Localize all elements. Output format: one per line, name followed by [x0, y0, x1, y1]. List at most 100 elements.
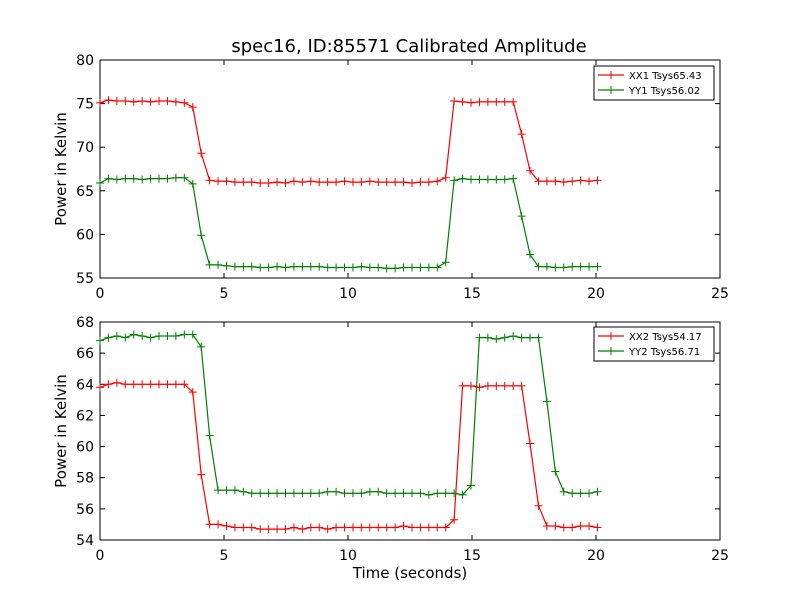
data-point: [467, 175, 476, 184]
data-point: [112, 96, 121, 105]
data-point: [104, 96, 113, 105]
data-point: [230, 178, 239, 187]
data-point: [155, 332, 164, 341]
data-point: [391, 264, 400, 273]
data-point: [576, 521, 585, 530]
data-point: [433, 523, 442, 532]
data-point: [104, 174, 113, 183]
x-tick-label: 15: [463, 548, 481, 564]
data-point: [323, 525, 332, 534]
data-point: [517, 333, 526, 342]
data-point: [551, 467, 560, 476]
data-point: [163, 96, 172, 105]
legend-marker: [607, 86, 615, 94]
data-point: [458, 490, 467, 499]
data-point: [399, 178, 408, 187]
data-point: [180, 98, 189, 107]
data-point: [424, 490, 433, 499]
data-point: [365, 263, 374, 272]
data-point: [365, 523, 374, 532]
data-point: [273, 489, 282, 498]
data-point: [96, 178, 104, 187]
data-point: [264, 489, 273, 498]
data-point: [492, 335, 501, 344]
data-point: [340, 263, 349, 272]
data-point: [568, 177, 577, 186]
data-point: [559, 178, 568, 187]
data-point: [273, 525, 282, 534]
data-point: [315, 523, 324, 532]
data-point: [585, 489, 594, 498]
legend-label: YY1 Tsys56.02: [628, 86, 700, 97]
data-point: [96, 98, 104, 107]
data-point: [526, 166, 535, 175]
data-point: [391, 178, 400, 187]
data-point: [534, 262, 543, 271]
data-point: [568, 523, 577, 532]
data-point: [416, 523, 425, 532]
data-point: [306, 489, 315, 498]
data-point: [273, 262, 282, 271]
legend-label: YY2 Tsys56.71: [628, 347, 700, 358]
data-point: [298, 525, 307, 534]
data-point: [205, 260, 214, 269]
data-point: [458, 174, 467, 183]
data-point: [289, 489, 298, 498]
legend-marker: [607, 347, 615, 355]
data-point: [188, 103, 197, 112]
legend-marker: [607, 332, 615, 340]
data-point: [112, 378, 121, 387]
data-point: [374, 487, 383, 496]
data-point: [441, 489, 450, 498]
data-point: [424, 523, 433, 532]
data-point: [323, 178, 332, 187]
data-point: [332, 487, 341, 496]
data-point: [230, 262, 239, 271]
data-point: [382, 178, 391, 187]
data-point: [146, 333, 155, 342]
data-point: [542, 177, 551, 186]
data-point: [441, 258, 450, 267]
data-point: [483, 333, 492, 342]
data-point: [407, 263, 416, 272]
data-point: [483, 381, 492, 390]
data-point: [273, 178, 282, 187]
data-point: [357, 262, 366, 271]
data-point: [121, 174, 130, 183]
data-point: [104, 333, 113, 342]
data-point: [306, 177, 315, 186]
data-point: [96, 383, 104, 392]
y-tick-label: 60: [76, 227, 94, 243]
data-point: [121, 96, 130, 105]
data-point: [534, 501, 543, 510]
data-point: [450, 176, 459, 185]
data-point: [551, 177, 560, 186]
data-point: [256, 525, 265, 534]
data-point: [433, 489, 442, 498]
data-point: [205, 176, 214, 185]
data-point: [399, 263, 408, 272]
data-point: [517, 381, 526, 390]
data-point: [551, 263, 560, 272]
data-point: [382, 264, 391, 273]
bottom-plot: 0 5 10 15 20 25 54 56 58 60 62 64 66 68 Power in Kelvi…: [52, 315, 729, 582]
x-tick-label: 0: [96, 548, 105, 564]
data-point: [214, 520, 223, 529]
data-point: [365, 177, 374, 186]
legend-label: XX2 Tsys54.17: [629, 332, 702, 343]
data-point: [407, 178, 416, 187]
x-tick-label: 15: [463, 286, 481, 302]
data-point: [391, 489, 400, 498]
data-point: [450, 96, 459, 105]
data-point: [374, 263, 383, 272]
data-point: [281, 489, 290, 498]
data-point: [542, 521, 551, 530]
data-point: [483, 175, 492, 184]
data-point: [500, 381, 509, 390]
data-point: [298, 489, 307, 498]
data-point: [441, 523, 450, 532]
data-point: [222, 261, 231, 270]
data-point: [306, 262, 315, 271]
legend-marker: [607, 71, 615, 79]
